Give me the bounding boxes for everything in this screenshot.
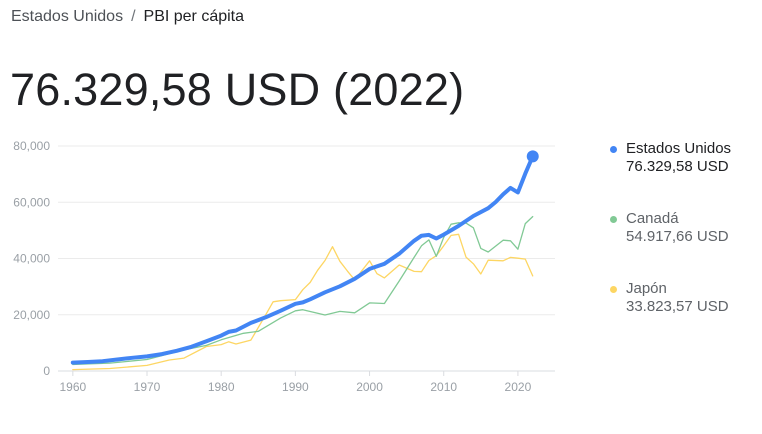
x-tick-label: 2010 bbox=[430, 380, 457, 394]
legend-value: 33.823,57 USD bbox=[626, 298, 729, 315]
y-tick-label: 60,000 bbox=[13, 195, 50, 209]
x-tick-label: 1960 bbox=[59, 380, 86, 394]
y-tick-label: 0 bbox=[43, 364, 50, 378]
series-line-canad- bbox=[72, 215, 534, 366]
x-tick-label: 2000 bbox=[356, 380, 383, 394]
breadcrumb: Estados Unidos / PBI per cápita bbox=[11, 8, 244, 26]
headline-value: 76.329,58 USD (2022) bbox=[10, 64, 465, 115]
legend-name: Canadá bbox=[626, 210, 679, 227]
legend-name: Japón bbox=[626, 280, 667, 297]
legend-dot-japon bbox=[610, 286, 617, 293]
legend-dot-canada bbox=[610, 216, 617, 223]
y-tick-label: 80,000 bbox=[13, 139, 50, 153]
legend-name: Estados Unidos bbox=[626, 140, 732, 157]
x-tick-label: 1980 bbox=[208, 380, 235, 394]
legend-item-canada[interactable]: Canadá 54.917,66 USD bbox=[610, 210, 760, 246]
legend-item-japon[interactable]: Japón 33.823,57 USD bbox=[610, 280, 760, 316]
gdp-line-chart[interactable]: 0 20,000 40,000 60,000 80,000 1960 1970 1980 199… bbox=[0, 120, 600, 410]
series-endpoint-marker bbox=[526, 150, 539, 163]
breadcrumb-country-link[interactable]: Estados Unidos bbox=[11, 8, 124, 25]
x-tick-label: 1990 bbox=[282, 380, 309, 394]
breadcrumb-current: PBI per cápita bbox=[143, 8, 245, 25]
y-tick-label: 20,000 bbox=[13, 308, 50, 322]
chart-legend: Estados Unidos 76.329,58 USD Canadá 54.9… bbox=[610, 140, 760, 350]
breadcrumb-separator: / bbox=[131, 8, 136, 25]
legend-dot-estados-unidos bbox=[610, 146, 617, 153]
series-line-estados-unidos bbox=[70, 154, 535, 365]
x-tick-label: 1970 bbox=[134, 380, 161, 394]
legend-value: 76.329,58 USD bbox=[626, 158, 729, 175]
x-tick-label: 2020 bbox=[505, 380, 532, 394]
legend-item-estados-unidos[interactable]: Estados Unidos 76.329,58 USD bbox=[610, 140, 760, 176]
y-tick-label: 40,000 bbox=[13, 252, 50, 266]
legend-value: 54.917,66 USD bbox=[626, 228, 729, 245]
series-line-jap-n bbox=[72, 233, 534, 371]
